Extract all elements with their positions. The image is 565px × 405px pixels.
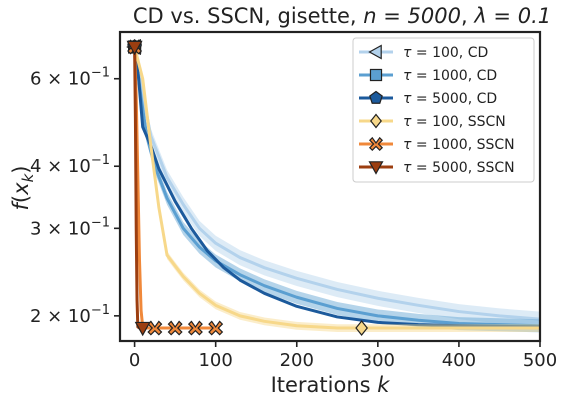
x-tick-label: 300 [361,350,395,371]
legend-item: τ = 5000, SSCN [359,160,515,176]
x-axis: 0 100 200 300 400 500 [129,341,557,371]
series-6 [126,40,151,337]
title-lambda-value: λ = 0.1 [473,4,551,28]
legend-label: τ = 1000, SSCN [403,137,515,153]
legend-item: τ = 1000, CD [359,68,497,84]
y-tick-label: 2 × 10−1 [30,303,110,327]
data-point [208,320,224,336]
title-n-value: n = 5000 [363,4,461,28]
legend-label: τ = 5000, SSCN [403,160,515,176]
y-axis-label: f(xk) [9,166,37,211]
data-point [147,320,163,336]
legend-label: τ = 100, SSCN [403,114,506,130]
legend: τ = 100, CD τ = 1000, CD τ = 5000, CD τ = 1… [352,37,535,183]
x-axis-label: Iterations k [271,373,391,397]
legend-marker [368,136,384,152]
data-point [134,321,151,337]
x-tick-label: 0 [129,350,140,371]
plot-frame [118,30,542,343]
series-line [133,45,540,330]
x-tick-label: 400 [442,350,476,371]
legend-marker [369,68,383,82]
x-tick-label: 200 [280,350,314,371]
legend-label: τ = 100, CD [403,45,488,61]
x-tick-label: 100 [198,350,232,371]
legend-box [352,37,535,183]
series-line [133,45,540,321]
legend-marker [368,161,384,175]
chart-title: CD vs. SSCN, gisette, n = 5000, λ = 0.1 [133,4,551,28]
y-tick-label: 4 × 10−1 [30,153,110,177]
data-point [167,320,183,336]
legend-marker [369,90,383,104]
legend-label: τ = 1000, CD [403,68,497,84]
legend-marker [370,113,382,129]
data-point [355,320,368,337]
legend-item: τ = 100, CD [359,44,488,61]
legend-item: τ = 5000, CD [359,90,497,107]
y-tick-label: 3 × 10−1 [30,215,110,239]
data-point [126,40,143,56]
series-layer [126,38,540,337]
x-tick-label: 500 [523,350,557,371]
legend-label: τ = 5000, CD [403,91,497,107]
y-axis: 6 × 10−1 4 × 10−1 3 × 10−1 2 × 10−1 [30,66,120,327]
series-line [133,45,540,329]
data-point [187,320,203,336]
legend-item: τ = 1000, SSCN [359,136,515,153]
y-tick-label: 6 × 10−1 [30,66,110,90]
legend-item: τ = 100, SSCN [359,113,506,130]
legend-marker [368,44,382,60]
